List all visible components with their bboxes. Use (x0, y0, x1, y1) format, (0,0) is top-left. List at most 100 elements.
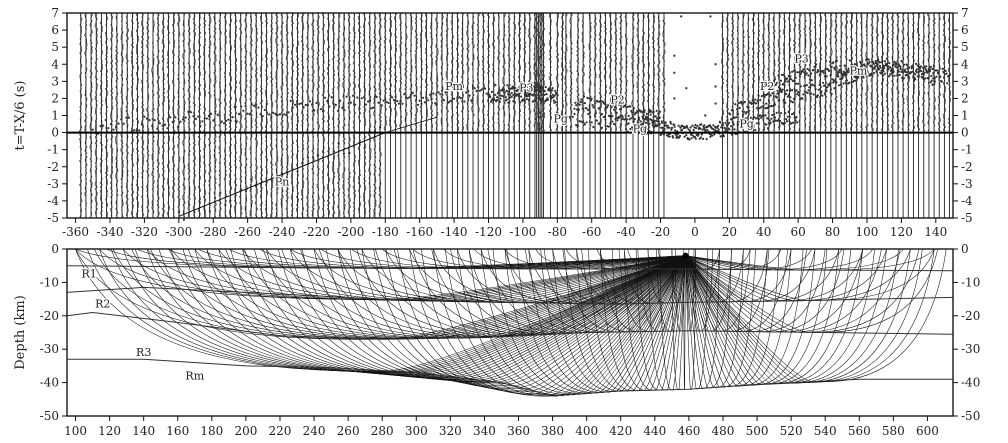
trace-wiggle (202, 12, 207, 218)
gap-dot (714, 63, 717, 66)
trace-wiggle (424, 12, 429, 132)
pick-dot (468, 94, 471, 97)
pick-dot (496, 98, 499, 102)
pick-dot (546, 98, 549, 101)
y-tick-label-left: 3 (51, 74, 59, 88)
pick-dot (830, 92, 833, 96)
pick-dot (776, 89, 779, 92)
pick-dot (696, 124, 699, 127)
pick-dot (451, 97, 454, 100)
pick-dot (695, 126, 698, 130)
top-axes: -360 -340 -320 -300 -280 -260 -240 -220 -200 -180… (13, 6, 973, 239)
trace-wiggle (497, 12, 501, 132)
trace-wiggle (792, 12, 797, 132)
pick-dot (336, 109, 340, 112)
pick-dot (657, 120, 660, 123)
pick-dot (823, 92, 826, 95)
pick-dot (770, 104, 773, 108)
pick-dot (822, 81, 825, 84)
pick-dot (771, 113, 774, 117)
pick-dot (322, 151, 325, 154)
pick-dot (875, 70, 878, 73)
pick-dot (890, 69, 893, 72)
pick-dot (933, 77, 936, 80)
y-tick-label-left: 5 (51, 40, 59, 54)
pick-dot (816, 71, 819, 74)
trace-wiggle (756, 12, 761, 132)
pick-dot (693, 126, 696, 129)
pick-dot (884, 64, 888, 67)
trace-wiggle (855, 12, 859, 132)
pick-dot (711, 127, 715, 130)
pick-dot (637, 118, 641, 121)
interface-R1 (66, 265, 954, 272)
pick-dot (193, 211, 196, 214)
pick-dot (179, 120, 182, 123)
pick-dot (533, 92, 536, 95)
pick-dot (908, 76, 911, 79)
pick-dot (801, 97, 804, 100)
pn-line (178, 132, 386, 217)
pick-dot (411, 91, 414, 94)
pick-dot (934, 69, 937, 72)
pick-dot (758, 107, 761, 110)
pick-dot (453, 97, 456, 100)
pick-dot (867, 62, 870, 65)
trace-wiggle (300, 12, 305, 218)
pick-dot (434, 102, 437, 105)
trace-wiggle (79, 12, 83, 218)
pick-dot (133, 129, 136, 132)
pick-dot (580, 98, 583, 101)
pick-dot (915, 68, 919, 71)
pick-dot (853, 69, 856, 72)
pick-dot (812, 68, 815, 71)
pick-dot (797, 71, 801, 74)
pick-dot (669, 122, 673, 125)
pick-dot (649, 113, 652, 116)
y-tick-label-right: -3 (961, 177, 973, 191)
pick-dot (864, 66, 867, 69)
trace-wiggle (94, 12, 98, 218)
trace-wiggle (522, 12, 527, 132)
pick-dot (621, 117, 624, 120)
pick-dot (192, 115, 195, 118)
pick-dot (688, 129, 691, 132)
pick-dot (588, 111, 592, 114)
pick-dot (334, 103, 337, 106)
x-tick-label: 560 (848, 424, 871, 438)
trace-wiggle (419, 12, 424, 132)
pick-dot (506, 84, 509, 87)
pick-dot (787, 74, 790, 78)
pick-dot (257, 106, 260, 109)
pick-dot (896, 74, 899, 77)
layer-label: R1 (82, 267, 97, 280)
pick-dot (109, 123, 112, 126)
pick-dot (683, 135, 686, 138)
pick-dot (304, 103, 307, 107)
trace-wiggle (342, 12, 346, 218)
pick-dot (169, 116, 172, 119)
x-tick-label: -180 (372, 225, 399, 239)
pick-dot (843, 64, 846, 67)
pick-dot (852, 73, 855, 76)
y-tick-label-left: 0 (51, 242, 59, 256)
x-tick-label: 480 (712, 424, 735, 438)
trace-wiggle (491, 12, 496, 132)
trace-wiggle (824, 12, 828, 132)
pick-dot (843, 72, 846, 75)
pick-dot (923, 71, 926, 74)
pick-dot (791, 113, 794, 116)
pick-dot (909, 71, 913, 74)
pick-dot (937, 71, 940, 75)
pick-dot (117, 122, 120, 125)
pick-dot (854, 79, 857, 82)
pick-dot (819, 73, 822, 76)
pick-dot (646, 119, 649, 122)
trace-wiggle (239, 12, 243, 218)
pick-dot (931, 67, 934, 70)
pick-dot (656, 124, 659, 127)
pick-dot (789, 96, 792, 99)
pick-dot (792, 112, 796, 115)
pick-dot (815, 63, 818, 66)
pick-dot (597, 107, 600, 110)
